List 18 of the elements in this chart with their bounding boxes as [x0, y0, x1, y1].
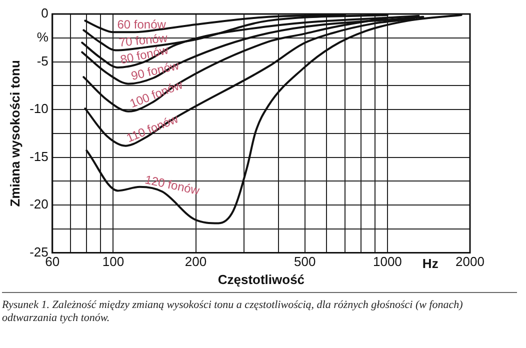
y-tick-label: -20: [30, 196, 48, 212]
y-tick-label: -5: [36, 53, 48, 68]
y-axis-title: Zmiana wysokości tonu: [7, 60, 22, 207]
x-tick-label: 100: [102, 254, 124, 270]
y-tick-label: 0: [41, 6, 48, 21]
y-tick-label: %: [36, 29, 49, 44]
x-axis-title: Częstotliwość: [218, 272, 305, 287]
text: 110 fonów: [124, 112, 181, 146]
text: Hz: [422, 256, 438, 271]
x-tick-label: 500: [294, 254, 316, 270]
text: Rysunek 1. Zależność między zmianą wysokości tonu a częstotliwością, dla różnych głośności (w fonach) odtwarzania tych tonów.: [2, 292, 517, 325]
x-tick-label: 200: [184, 254, 207, 270]
y-tick-label: -15: [30, 148, 48, 164]
series-label: 60 fonów: [117, 17, 166, 32]
x-tick-label: 2000: [456, 254, 484, 270]
x-tick-label: 1000: [372, 254, 402, 270]
text: 120 fonów: [144, 172, 202, 198]
y-tick-label: -10: [30, 101, 48, 116]
